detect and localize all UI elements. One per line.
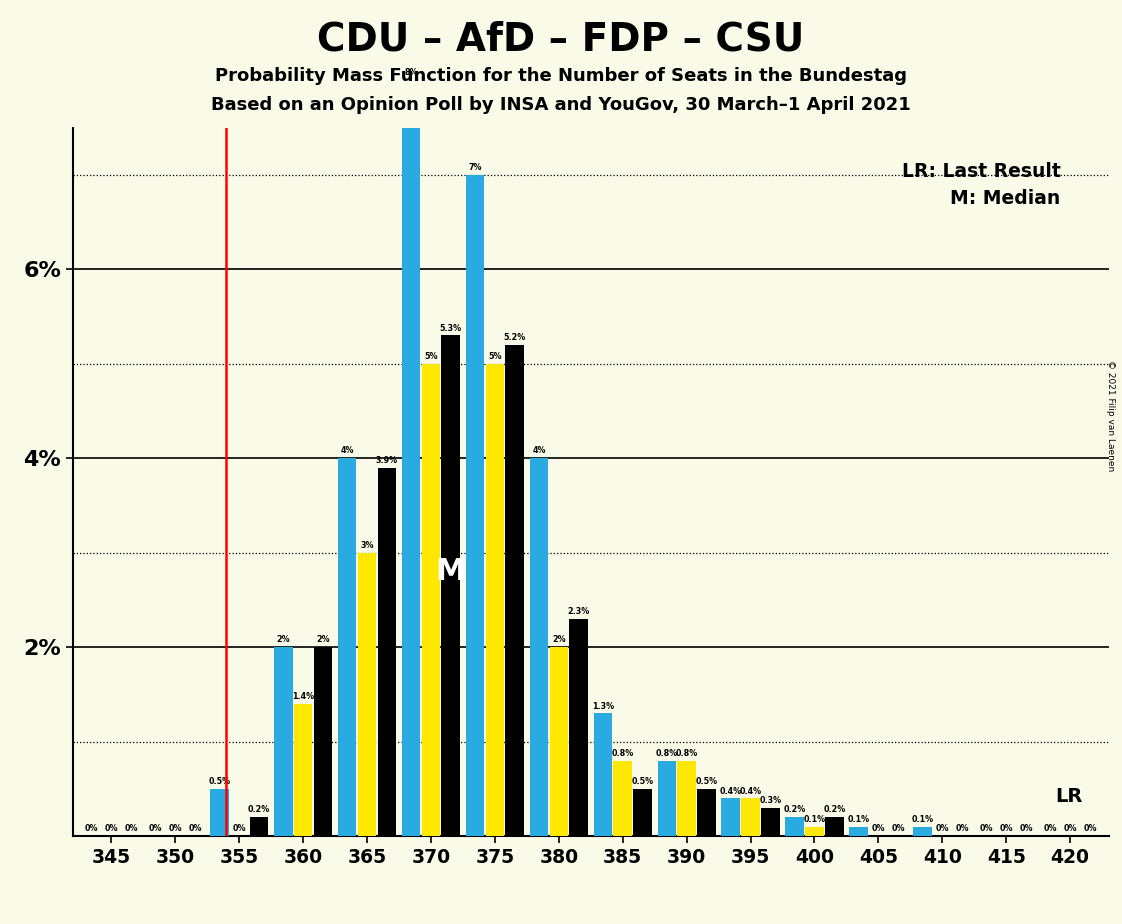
Bar [569, 619, 588, 836]
Bar [761, 808, 780, 836]
Bar [721, 798, 741, 836]
Text: 0%: 0% [1064, 824, 1077, 833]
Bar [825, 818, 844, 836]
Text: 0.1%: 0.1% [803, 815, 826, 824]
Text: 0.1%: 0.1% [847, 815, 870, 824]
Text: 0%: 0% [1043, 824, 1057, 833]
Text: 0.8%: 0.8% [675, 748, 698, 758]
Bar [697, 789, 716, 836]
Text: 0.2%: 0.2% [248, 806, 270, 814]
Text: 0%: 0% [85, 824, 99, 833]
Bar [913, 827, 931, 836]
Text: 5.2%: 5.2% [504, 333, 526, 342]
Text: 0%: 0% [125, 824, 138, 833]
Bar [785, 818, 804, 836]
Text: 0.4%: 0.4% [739, 786, 762, 796]
Bar [614, 760, 632, 836]
Bar [505, 345, 524, 836]
Text: 3%: 3% [360, 541, 374, 550]
Text: Based on an Opinion Poll by INSA and YouGov, 30 March–1 April 2021: Based on an Opinion Poll by INSA and You… [211, 96, 911, 114]
Bar [806, 827, 824, 836]
Text: 4%: 4% [340, 446, 353, 456]
Bar [466, 175, 485, 836]
Bar [678, 760, 696, 836]
Text: M: M [435, 557, 466, 586]
Bar [274, 647, 293, 836]
Bar [210, 789, 229, 836]
Bar [849, 827, 867, 836]
Text: 4%: 4% [532, 446, 545, 456]
Bar [486, 364, 504, 836]
Text: 2%: 2% [316, 636, 330, 644]
Text: 0.3%: 0.3% [760, 796, 781, 805]
Text: Probability Mass Function for the Number of Seats in the Bundestag: Probability Mass Function for the Number… [215, 67, 907, 84]
Text: 0.5%: 0.5% [632, 777, 654, 786]
Text: 0.1%: 0.1% [911, 815, 934, 824]
Bar [338, 458, 357, 836]
Text: 7%: 7% [468, 163, 481, 172]
Bar [550, 647, 568, 836]
Text: LR: Last Result: LR: Last Result [902, 162, 1060, 181]
Text: 0%: 0% [1019, 824, 1033, 833]
Text: 0.2%: 0.2% [824, 806, 845, 814]
Text: 5.3%: 5.3% [440, 323, 462, 333]
Text: 0%: 0% [1000, 824, 1013, 833]
Text: © 2021 Filip van Laenen: © 2021 Filip van Laenen [1106, 360, 1115, 471]
Text: 2%: 2% [276, 636, 291, 644]
Bar [294, 704, 312, 836]
Text: 2.3%: 2.3% [568, 607, 590, 616]
Bar [422, 364, 440, 836]
Bar [594, 713, 613, 836]
Bar [530, 458, 549, 836]
Text: 0.8%: 0.8% [611, 748, 634, 758]
Text: 0.2%: 0.2% [783, 806, 806, 814]
Text: 0%: 0% [148, 824, 163, 833]
Text: 0%: 0% [936, 824, 949, 833]
Bar [358, 553, 376, 836]
Bar [314, 647, 332, 836]
Text: M: Median: M: Median [950, 189, 1060, 209]
Bar [742, 798, 760, 836]
Text: 0%: 0% [232, 824, 246, 833]
Text: 1.4%: 1.4% [292, 692, 314, 701]
Text: 0.5%: 0.5% [209, 777, 230, 786]
Bar [402, 80, 421, 836]
Text: 0%: 0% [168, 824, 182, 833]
Text: 5%: 5% [488, 352, 502, 361]
Text: 0%: 0% [1083, 824, 1096, 833]
Text: 1.3%: 1.3% [591, 701, 614, 711]
Text: LR: LR [1056, 787, 1083, 806]
Bar [633, 789, 652, 836]
Text: 8%: 8% [404, 68, 417, 78]
Bar [441, 335, 460, 836]
Bar [657, 760, 677, 836]
Bar [377, 468, 396, 836]
Text: 0%: 0% [956, 824, 969, 833]
Text: 0%: 0% [188, 824, 202, 833]
Text: 2%: 2% [552, 636, 565, 644]
Text: 0%: 0% [980, 824, 993, 833]
Text: 0.8%: 0.8% [655, 748, 678, 758]
Text: CDU – AfD – FDP – CSU: CDU – AfD – FDP – CSU [318, 20, 804, 58]
Text: 3.9%: 3.9% [376, 456, 398, 465]
Text: 0%: 0% [872, 824, 885, 833]
Bar [250, 818, 268, 836]
Text: 0.5%: 0.5% [696, 777, 717, 786]
Text: 0%: 0% [104, 824, 118, 833]
Text: 5%: 5% [424, 352, 438, 361]
Text: 0%: 0% [892, 824, 905, 833]
Text: 0.4%: 0.4% [719, 786, 742, 796]
